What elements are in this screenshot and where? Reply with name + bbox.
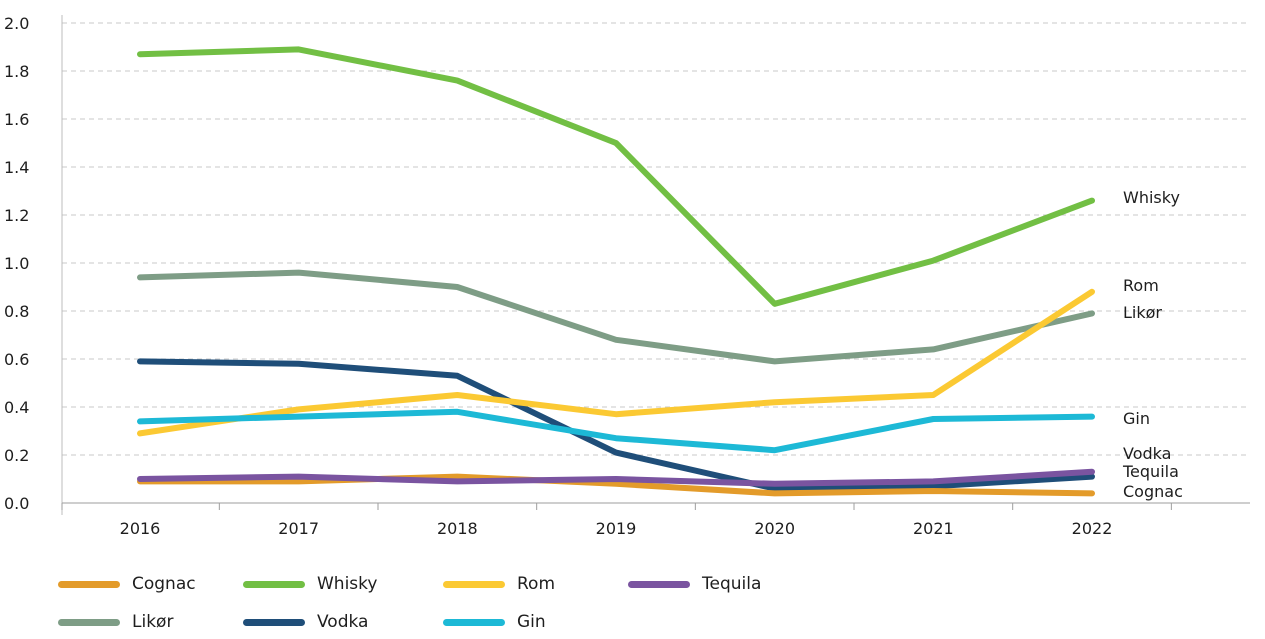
x-tick-label: 2018 (437, 519, 478, 538)
line-chart: 0.0 0.2 0.4 0.6 0.8 1.0 1.2 1.4 1.6 1.8 2.0 2016 201… (4, 14, 1250, 538)
legend-swatch (443, 618, 505, 626)
axes: 0.0 0.2 0.4 0.6 0.8 1.0 1.2 1.4 1.6 1.8 2.0 2016 201… (4, 14, 1250, 538)
x-tick-label: 2021 (913, 519, 954, 538)
series-line-gin (137, 408, 1095, 454)
series-line-likør (137, 269, 1095, 365)
legend-label: Cognac (132, 574, 196, 594)
y-tick-label: 0.4 (4, 398, 29, 417)
legend-swatch (243, 580, 305, 588)
y-tick-label: 1.0 (4, 254, 29, 273)
x-tick-label: 2017 (278, 519, 319, 538)
legend-swatch (243, 618, 305, 626)
legend-item-cognac: Cognac (58, 570, 196, 598)
legend-swatch (443, 580, 505, 588)
legend-item-rom: Rom (443, 570, 555, 598)
legend-swatch (628, 580, 690, 588)
x-tick-label: 2016 (120, 519, 161, 538)
series-line-vodka (137, 358, 1095, 492)
y-tick-label: 0.6 (4, 350, 29, 369)
legend-swatch (58, 580, 120, 588)
series-line-whisky (137, 46, 1095, 307)
legend-item-likør: Likør (58, 608, 173, 636)
end-label-rom: Rom (1123, 276, 1159, 295)
end-label-tequila: Tequila (1122, 462, 1179, 481)
series-line-rom (137, 288, 1095, 437)
end-label-cognac: Cognac (1123, 482, 1183, 501)
legend-label: Vodka (317, 612, 369, 632)
end-label-whisky: Whisky (1123, 188, 1180, 207)
x-tick-label: 2019 (596, 519, 637, 538)
y-tick-label: 0.2 (4, 446, 29, 465)
end-label-gin: Gin (1123, 409, 1150, 428)
series-lines (137, 46, 1095, 497)
legend-label: Gin (517, 612, 546, 632)
legend-item-gin: Gin (443, 608, 546, 636)
legend-item-vodka: Vodka (243, 608, 368, 636)
y-tick-label: 1.2 (4, 206, 29, 225)
legend: Cognac Whisky Rom Tequila Likør Vodka Gin (58, 570, 958, 634)
x-tick-label: 2022 (1072, 519, 1113, 538)
legend-label: Rom (517, 574, 556, 594)
legend-label: Tequila (702, 574, 762, 594)
legend-swatch (58, 618, 120, 626)
y-tick-label: 1.6 (4, 110, 29, 129)
end-label-vodka: Vodka (1123, 444, 1171, 463)
series-line-cognac (137, 473, 1095, 497)
legend-label: Whisky (317, 574, 378, 594)
series-line-tequila (137, 468, 1095, 487)
legend-label: Likør (132, 612, 174, 632)
y-tick-label: 0.0 (4, 494, 29, 513)
end-label-likør: Likør (1123, 303, 1162, 322)
legend-item-tequila: Tequila (628, 570, 761, 598)
y-tick-label: 1.4 (4, 158, 29, 177)
y-tick-label: 0.8 (4, 302, 29, 321)
x-tick-label: 2020 (754, 519, 795, 538)
y-tick-label: 2.0 (4, 14, 29, 33)
y-tick-label: 1.8 (4, 62, 29, 81)
gridlines (62, 22, 1250, 456)
legend-item-whisky: Whisky (243, 570, 377, 598)
